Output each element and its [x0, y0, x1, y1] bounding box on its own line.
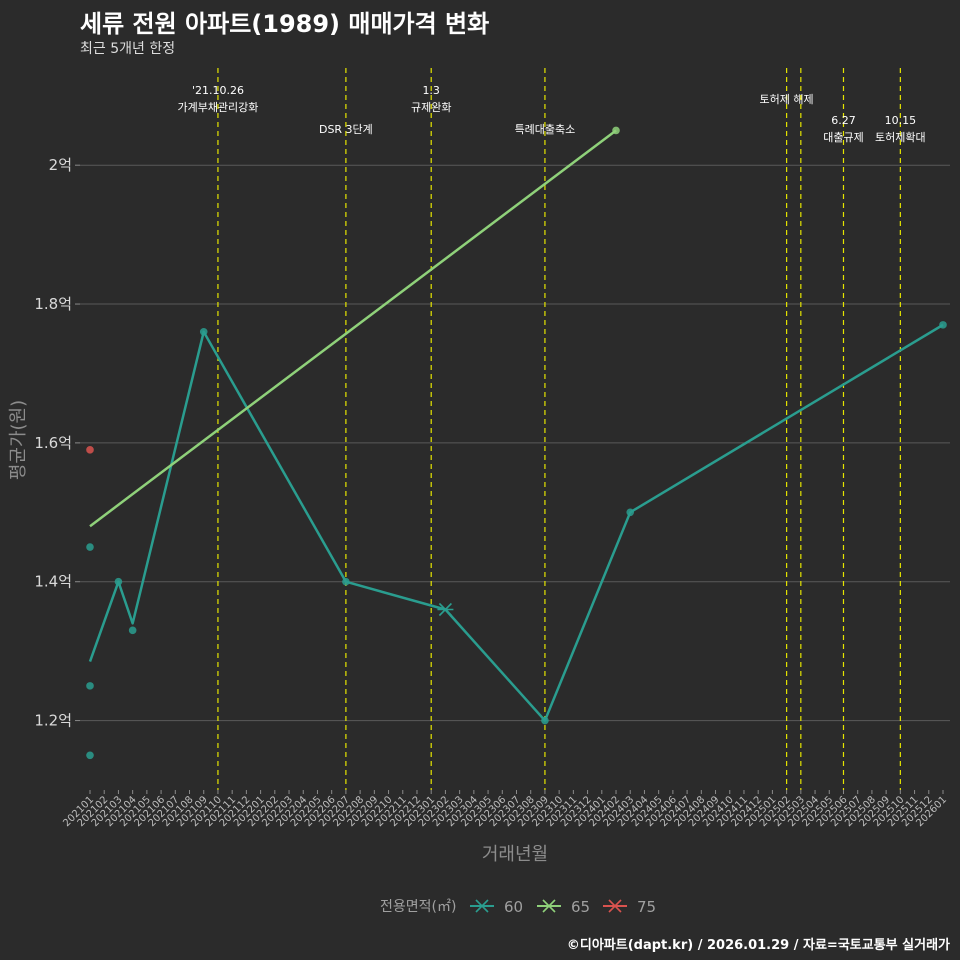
- y-tick-label: 1.6억: [34, 434, 72, 452]
- legend-key-60: [470, 899, 494, 913]
- event-label: 10.15: [885, 114, 917, 127]
- chart-title: 세류 전원 아파트(1989) 매매가격 변화: [80, 10, 490, 38]
- y-tick-label: 1.8억: [34, 295, 72, 313]
- data-point-60: [939, 321, 947, 329]
- legend-label: 75: [637, 898, 656, 916]
- event-label: 토허제 해제: [760, 92, 814, 106]
- data-point-60: [86, 543, 94, 551]
- legend-title: 전용면적(㎡): [380, 899, 456, 915]
- data-point-60: [199, 328, 208, 336]
- data-point-60: [626, 508, 635, 517]
- legend: 전용면적(㎡) 60 65 75: [380, 898, 656, 916]
- data-point-60: [86, 751, 94, 760]
- y-tick-label: 1.4억: [34, 573, 72, 591]
- data-point-75: [86, 446, 94, 454]
- grid-layer: 1.2억 1.4억 1.6억 1.8억 2억: [34, 156, 950, 730]
- event-label: 토허제확대: [875, 131, 926, 144]
- event-label: DSR 3단계: [319, 123, 373, 136]
- data-point-60: [342, 577, 350, 586]
- legend-key-75: [603, 899, 627, 913]
- event-label: 특례대출축소: [515, 123, 576, 136]
- x-axis-title: 거래년월: [482, 844, 548, 865]
- source-caption: ©디아파트(dapt.kr) / 2026.01.29 / 자료=국토교통부 실…: [566, 938, 950, 953]
- event-label: 가계부채관리강화: [177, 101, 258, 114]
- y-tick-label: 1.2억: [34, 712, 72, 730]
- event-label: 6.27: [831, 114, 856, 127]
- data-point-60: [114, 577, 123, 586]
- event-label: 대출규제: [823, 131, 863, 144]
- x-axis-ticks: 2021012021022021032021042021052021062021…: [61, 790, 949, 829]
- series-line-65: [89, 129, 617, 528]
- legend-label: 65: [571, 898, 590, 916]
- event-label: 1.3: [422, 84, 440, 97]
- legend-cross: [475, 899, 489, 913]
- legend-cross: [542, 899, 556, 913]
- y-tick-label: 2억: [49, 156, 72, 174]
- cross-point-60: [437, 602, 454, 617]
- event-label: '21.10.26: [192, 84, 244, 97]
- legend-key-65: [537, 899, 561, 913]
- data-point-60: [128, 626, 137, 635]
- event-label: 규제완화: [411, 101, 451, 114]
- legend-cross: [608, 899, 622, 913]
- data-point-60: [541, 716, 549, 725]
- chart-subtitle: 최근 5개년 한정: [80, 41, 176, 57]
- y-axis-title: 평균가(원): [8, 400, 29, 480]
- legend-label: 60: [504, 898, 523, 916]
- series-layer: [86, 126, 947, 760]
- data-point-65: [612, 126, 620, 135]
- data-point-60: [86, 682, 94, 690]
